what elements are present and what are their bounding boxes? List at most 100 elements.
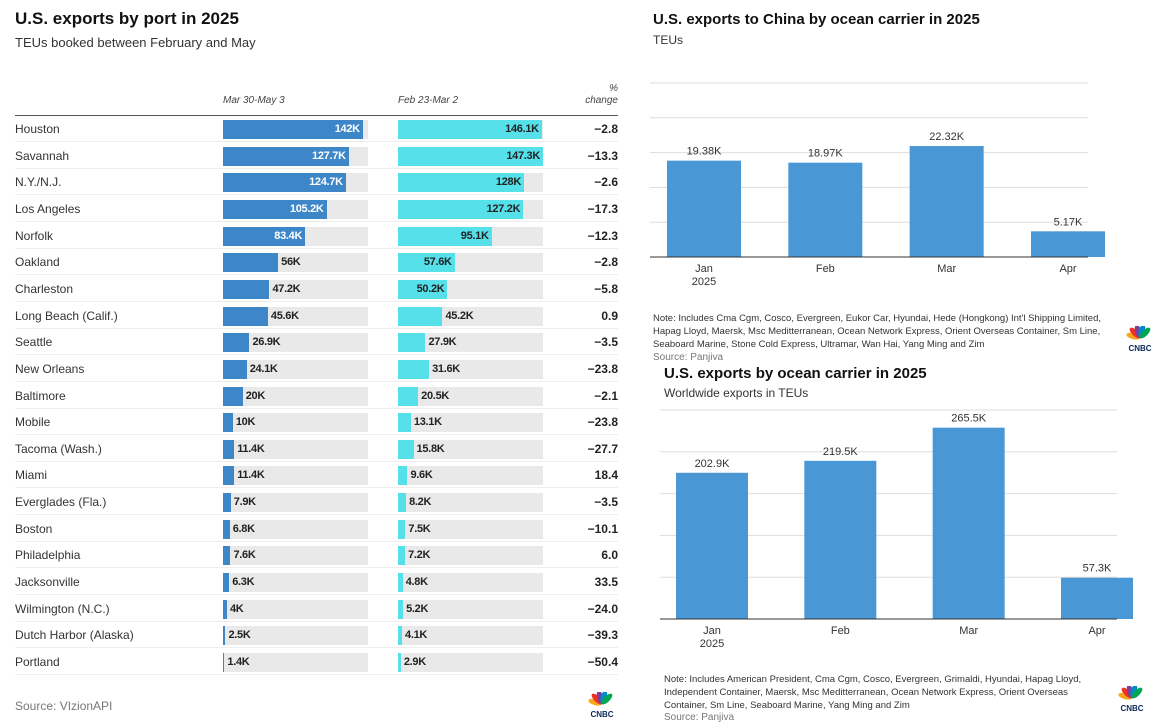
bar-track: 57.6K [398,253,543,273]
port-name: Long Beach (Calif.) [15,308,118,323]
col-header-2: Feb 23-Mar 2 [398,95,459,106]
feb-mar-bar [398,253,455,273]
percent-change: −3.5 [594,335,618,350]
mar-may-bar [223,333,250,353]
svg-text:CNBC: CNBC [1128,344,1151,352]
x-tick-label: Mar [959,625,978,637]
percent-change: −2.8 [594,255,618,270]
x-tick-label: 2025 [700,638,724,650]
bar-track: 20K [223,386,368,406]
bar-track: 45.2K [398,306,543,326]
percent-change: 0.9 [601,308,618,323]
mar-may-bar [223,120,363,139]
bar-value-label: 20.5K [421,389,450,402]
port-name: Miami [15,468,47,483]
mar-may-bar [223,626,226,646]
percent-change: −24.0 [587,601,618,616]
feb-mar-bar [398,599,404,619]
bar-track: 20.5K [398,386,543,406]
col-header-3a: % [609,83,618,94]
table-row: New Orleans 24.1K 31.6K −23.8 [15,356,618,382]
bar-value-label: 50.2K [416,282,445,295]
bar-value-label: 57.3K [1083,563,1112,575]
table-row: N.Y./N.J. 124.7K 128K −2.6 [15,169,618,196]
mar-may-bar [223,279,270,299]
bar-value-label: 202.9K [695,458,731,470]
mar-may-bar [223,599,227,619]
bar-value-label: 18.97K [808,148,844,160]
table-row: Mobile 10K 13.1K −23.8 [15,409,618,436]
feb-mar-bar [398,466,408,486]
cnbc-logo: CNBC [587,690,617,723]
mar-may-bar [223,253,279,273]
x-tick-label: Apr [1059,263,1076,275]
bar-track: 2.5K [223,626,368,646]
bar-value-label: 7.5K [408,522,431,535]
svg-text:CNBC: CNBC [590,710,613,718]
china-chart-title: U.S. exports to China by ocean carrier i… [653,11,980,28]
bar-value-label: 9.6K [410,469,433,482]
mar-may-bar [223,466,235,486]
bar-track: 5.2K [398,599,543,619]
bar-track: 56K [223,253,368,273]
bar-track: 146.1K [398,120,543,139]
mar-may-bar [223,306,268,326]
bar-track: 105.2K [223,199,368,219]
bar-value-label: 4K [229,602,244,615]
bar-track: 13.1K [398,413,543,433]
bar-value-label: 57.6K [423,256,452,269]
bar [909,146,984,257]
x-tick-label: Jan [695,263,713,275]
port-name: Jacksonville [15,575,80,590]
bar-value-label: 5.2K [406,602,429,615]
bar-value-label: 127.2K [486,202,521,215]
feb-mar-bar [398,626,403,646]
feb-mar-bar [398,386,419,406]
port-name: Savannah [15,148,70,163]
bar-value-label: 219.5K [823,446,859,458]
bar-value-label: 147.3K [506,149,540,162]
bar-value-label: 20K [245,389,266,402]
bar-value-label: 56K [281,256,301,269]
bar [667,160,741,257]
port-name: Oakland [15,255,60,270]
table-row: Miami 11.4K 9.6K 18.4 [15,462,618,489]
china-chart-source: Source: Panjiva [653,352,724,363]
mar-may-bar [223,519,230,539]
table-row: Seattle 26.9K 27.9K −3.5 [15,329,618,356]
bar-track: 7.9K [223,493,368,513]
bar-track: 24.1K [223,359,368,379]
port-name: Boston [15,521,53,536]
percent-change: −23.8 [587,361,618,376]
bar-track: 127.2K [398,199,543,219]
bar-track: 10K [223,413,368,433]
table-row: Boston 6.8K 7.5K −10.1 [15,516,618,542]
percent-change: −13.3 [587,148,618,163]
percent-change: −23.8 [587,415,618,430]
bar-track: 11.4K [223,439,368,459]
feb-mar-bar [398,653,401,672]
bar [676,472,748,619]
bar-value-label: 127.7K [312,149,346,162]
bar-value-label: 19.38K [687,146,723,158]
bar [804,460,877,619]
bar-value-label: 124.7K [309,176,343,189]
x-tick-label: Apr [1088,625,1105,637]
bar-track: 31.6K [398,359,543,379]
bar-track: 7.2K [398,546,543,566]
bar-track: 45.6K [223,306,368,326]
percent-change: 33.5 [594,575,618,590]
x-tick-label: 2025 [692,276,716,288]
mar-may-bar [223,439,235,459]
percent-change: 18.4 [594,468,618,483]
mar-may-bar [223,199,327,219]
bar-value-label: 265.5K [951,413,987,425]
bar-value-label: 6.3K [232,576,255,589]
bar-value-label: 5.17K [1054,216,1083,228]
cnbc-logo: CNBC [1125,324,1155,357]
bar-value-label: 31.6K [432,362,460,375]
table-row: Houston 142K 146.1K −2.8 [15,116,618,142]
header-divider [15,115,618,116]
bar-value-label: 7.9K [233,496,256,509]
